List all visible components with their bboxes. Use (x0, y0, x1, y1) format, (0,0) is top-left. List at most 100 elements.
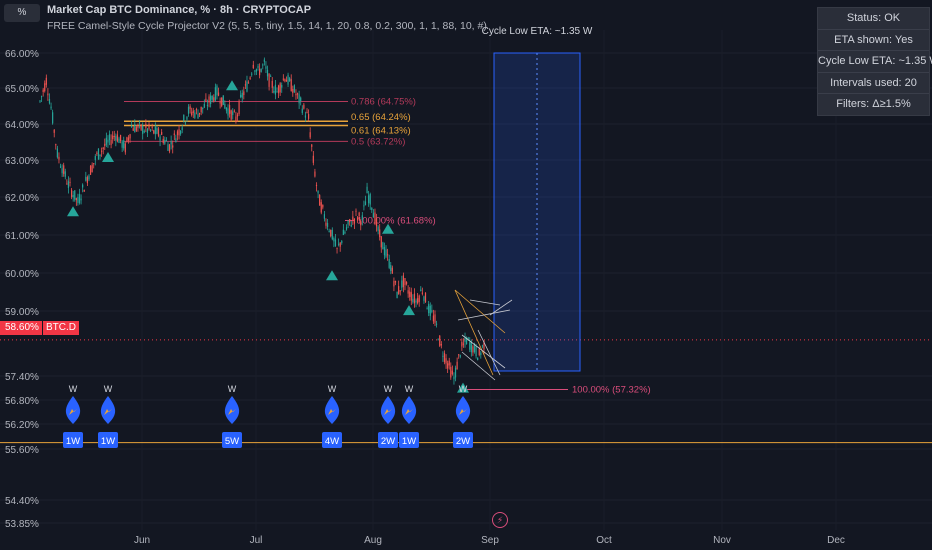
candle-body (481, 345, 483, 347)
candle-body (440, 343, 442, 346)
candle-body (259, 68, 261, 76)
candle-body (252, 64, 254, 69)
candle-body (86, 177, 88, 184)
candle-body (380, 236, 382, 248)
status-row: Filters: Δ≥1.5% (836, 98, 911, 111)
projection-line (454, 289, 494, 376)
candle-body (315, 184, 318, 187)
x-tick-label: Aug (364, 535, 382, 546)
candle-body (442, 355, 444, 357)
candle-body (282, 78, 284, 80)
candle-body (194, 112, 196, 118)
candle-body (331, 229, 333, 240)
candle-body (344, 231, 346, 234)
candle-body (138, 122, 141, 124)
cycle-tag-label: 4W (325, 436, 339, 447)
candle-body (238, 101, 240, 115)
candle-body (453, 376, 455, 380)
candle-body (369, 194, 371, 205)
fib-label: 100.00% (61.68%) (357, 215, 436, 226)
percent-scale-toggle[interactable]: % (4, 4, 40, 22)
candle-body (262, 64, 264, 66)
cycle-low-triangle (67, 206, 79, 217)
candle-body (180, 130, 182, 134)
candle-body (187, 106, 190, 114)
candle-body (398, 286, 400, 294)
drop-icon (224, 396, 240, 424)
candle-body (432, 315, 435, 322)
candle-body (224, 103, 226, 109)
drop-icon (65, 396, 81, 424)
candle-body (401, 280, 403, 288)
candle-body (435, 323, 438, 325)
candle-body (271, 80, 273, 88)
candle-body (142, 125, 144, 134)
candle-body (342, 229, 344, 236)
projection-line (454, 289, 506, 334)
y-tick-label: 63.00% (5, 156, 39, 167)
candle-body (385, 249, 387, 257)
candle-body (450, 366, 452, 378)
candle-body (399, 290, 401, 292)
candle-body (230, 110, 232, 120)
drop-icon (100, 396, 116, 424)
candle-body (255, 69, 258, 72)
candle-body (415, 300, 417, 303)
indicator-label[interactable]: FREE Camel-Style Cycle Projector V2 (5, … (47, 20, 487, 32)
candle-body (216, 85, 218, 96)
candle-body (129, 134, 131, 139)
candle-body (91, 164, 93, 173)
candle-body (300, 97, 302, 101)
candle-body (341, 241, 343, 243)
candle-body (284, 79, 286, 82)
candle-body (221, 97, 223, 107)
fib-label: 100.00% (57.32%) (572, 384, 651, 395)
candle-body (145, 123, 147, 128)
candle-body (178, 129, 180, 136)
candle-body (319, 194, 321, 206)
candle-body (472, 346, 474, 353)
candle-body (462, 343, 465, 345)
cycle-tag (453, 432, 473, 448)
candle-body (134, 124, 136, 133)
current-symbol-label: BTC.D (42, 321, 79, 335)
candle-body (439, 335, 441, 346)
cycle-tag-label: 1W (402, 436, 416, 447)
drop-icon (401, 396, 417, 424)
candle-body (260, 68, 262, 72)
candle-body (119, 134, 122, 141)
candle-body (203, 103, 205, 108)
marker-top-label: W (328, 384, 337, 394)
marker-top-label: W (228, 384, 237, 394)
candle-body (205, 98, 207, 101)
candle-body (213, 97, 215, 102)
candle-body (459, 355, 461, 357)
candle-body (292, 88, 294, 94)
candle-body (383, 247, 386, 256)
candle-body (113, 135, 115, 137)
candle-body (456, 361, 458, 370)
candle-body (364, 201, 367, 206)
fib-label: 0.65 (64.24%) (351, 112, 411, 123)
fib-label: 0.61 (64.13%) (351, 125, 411, 136)
candle-body (126, 137, 128, 142)
candle-body (301, 108, 303, 113)
y-tick-label: 57.40% (5, 372, 39, 383)
candle-body (330, 229, 332, 237)
candle-body (420, 289, 422, 292)
candle-body (333, 237, 335, 242)
candle-body (227, 108, 229, 116)
fib-label: 0.786 (64.75%) (351, 96, 416, 107)
candle-body (458, 354, 460, 356)
candle-body (480, 352, 482, 355)
candle-body (195, 108, 198, 111)
candle-body (148, 123, 150, 129)
candle-body (328, 230, 330, 232)
lightning-icon[interactable]: ⚡ (492, 512, 508, 528)
candle-body (388, 259, 390, 268)
candle-body (434, 314, 436, 323)
candle-body (83, 189, 85, 192)
candle-body (44, 83, 46, 92)
candle-body (69, 181, 71, 183)
